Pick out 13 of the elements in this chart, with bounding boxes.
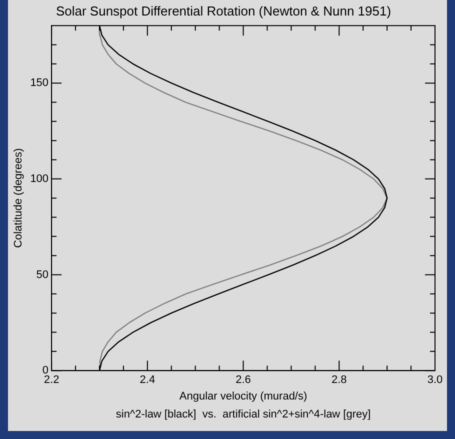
x-axis-title: Angular velocity (murad/s) bbox=[179, 390, 308, 402]
x-tick-label: 2.6 bbox=[236, 374, 251, 386]
x-tick-label: 3.0 bbox=[427, 374, 443, 386]
chart-title: Solar Sunspot Differential Rotation (Newton & Nunn 1951) bbox=[56, 3, 392, 18]
y-tick-label: 100 bbox=[30, 172, 49, 185]
x-tick-label: 2.2 bbox=[44, 374, 60, 386]
x-tick-label: 2.4 bbox=[140, 374, 156, 386]
y-tick-label: 50 bbox=[36, 268, 49, 281]
x-tick-label: 2.8 bbox=[331, 374, 347, 386]
y-axis-title: Colatitude (degrees) bbox=[12, 148, 25, 248]
y-tick-label: 150 bbox=[30, 77, 49, 90]
text: sin^2-law [black] vs. artificial sin^2+sin^4-law [grey] bbox=[116, 408, 371, 421]
y-tick-label: 0 bbox=[42, 364, 49, 377]
